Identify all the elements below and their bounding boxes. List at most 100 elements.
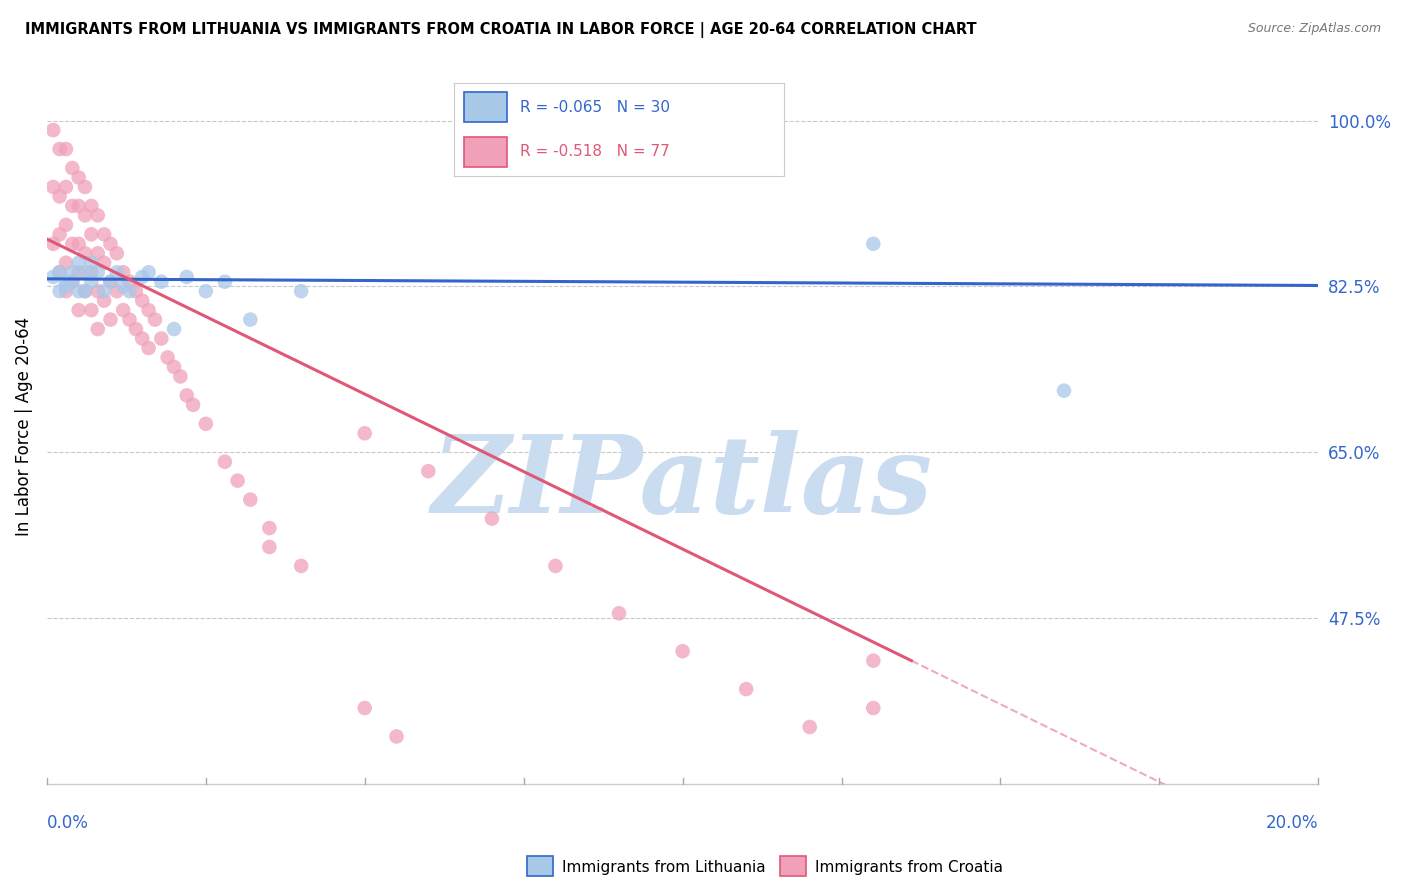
Point (125, 322, 148, 336)
Point (138, 265, 160, 279)
Point (60, 275, 83, 289)
Point (42, 269, 65, 284)
Point (418, 464, 440, 478)
Point (48, 189, 70, 203)
Point (118, 284, 141, 298)
Point (67, 256, 90, 270)
Point (80, 227, 103, 242)
Point (87, 246, 110, 260)
Point (112, 279, 135, 293)
Point (48, 284, 70, 298)
Point (176, 269, 198, 284)
Point (163, 359, 186, 374)
Point (181, 398, 204, 412)
Text: Immigrants from Croatia: Immigrants from Croatia (815, 860, 1004, 874)
Point (176, 388, 198, 402)
Point (48, 265, 70, 279)
Point (1053, 384, 1076, 398)
Point (67, 303, 90, 318)
Point (138, 341, 160, 355)
Point (67, 265, 90, 279)
Point (48, 142, 70, 156)
Point (67, 199, 90, 213)
Point (143, 312, 166, 326)
Point (67, 170, 90, 185)
Point (239, 492, 262, 507)
Point (100, 275, 122, 289)
Point (60, 161, 83, 175)
Point (862, 654, 884, 668)
Point (131, 269, 153, 284)
Point (87, 265, 110, 279)
Point (93, 256, 115, 270)
Point (60, 199, 83, 213)
Point (671, 644, 693, 658)
Point (163, 322, 186, 336)
Point (385, 730, 408, 744)
Point (67, 236, 90, 251)
Point (80, 256, 103, 270)
Point (131, 332, 153, 346)
Point (353, 426, 375, 441)
Point (73, 284, 96, 298)
Point (150, 275, 173, 289)
Y-axis label: In Labor Force | Age 20-64: In Labor Force | Age 20-64 (15, 317, 32, 536)
Point (862, 701, 884, 715)
Point (169, 369, 191, 384)
Point (138, 303, 160, 318)
Point (93, 227, 115, 242)
Point (290, 558, 312, 573)
Point (481, 511, 503, 525)
Point (73, 208, 96, 222)
Text: Source: ZipAtlas.com: Source: ZipAtlas.com (1247, 22, 1381, 36)
Point (259, 540, 281, 554)
Point (105, 246, 128, 260)
Point (80, 275, 103, 289)
Point (862, 236, 884, 251)
Point (194, 284, 217, 298)
Point (194, 417, 217, 431)
Point (55, 180, 77, 194)
Point (156, 351, 179, 365)
Point (259, 521, 281, 535)
Point (100, 236, 122, 251)
Point (239, 312, 262, 326)
Point (226, 474, 249, 488)
Point (214, 275, 236, 289)
Point (93, 284, 115, 298)
Point (607, 607, 630, 621)
Point (42, 123, 65, 137)
Point (42, 236, 65, 251)
Point (55, 218, 77, 232)
Point (80, 199, 103, 213)
Point (48, 227, 70, 242)
Point (118, 312, 141, 326)
Text: Immigrants from Lithuania: Immigrants from Lithuania (562, 860, 766, 874)
Point (214, 455, 236, 469)
Point (87, 284, 110, 298)
Point (93, 293, 115, 308)
Point (42, 180, 65, 194)
Point (118, 275, 141, 289)
Point (105, 284, 128, 298)
Text: ZIPatlas: ZIPatlas (432, 431, 934, 536)
Point (105, 265, 128, 279)
Point (87, 322, 110, 336)
Point (735, 682, 758, 697)
Point (87, 208, 110, 222)
Point (112, 303, 135, 318)
Point (112, 265, 135, 279)
Point (100, 312, 122, 326)
Point (55, 284, 77, 298)
Point (73, 180, 96, 194)
Point (60, 236, 83, 251)
Point (290, 284, 312, 298)
Point (150, 332, 173, 346)
Point (55, 142, 77, 156)
Text: 20.0%: 20.0% (1265, 814, 1319, 832)
Text: 0.0%: 0.0% (46, 814, 89, 832)
Point (60, 275, 83, 289)
Text: IMMIGRANTS FROM LITHUANIA VS IMMIGRANTS FROM CROATIA IN LABOR FORCE | AGE 20-64 : IMMIGRANTS FROM LITHUANIA VS IMMIGRANTS … (25, 22, 977, 38)
Point (48, 265, 70, 279)
Point (544, 558, 567, 573)
